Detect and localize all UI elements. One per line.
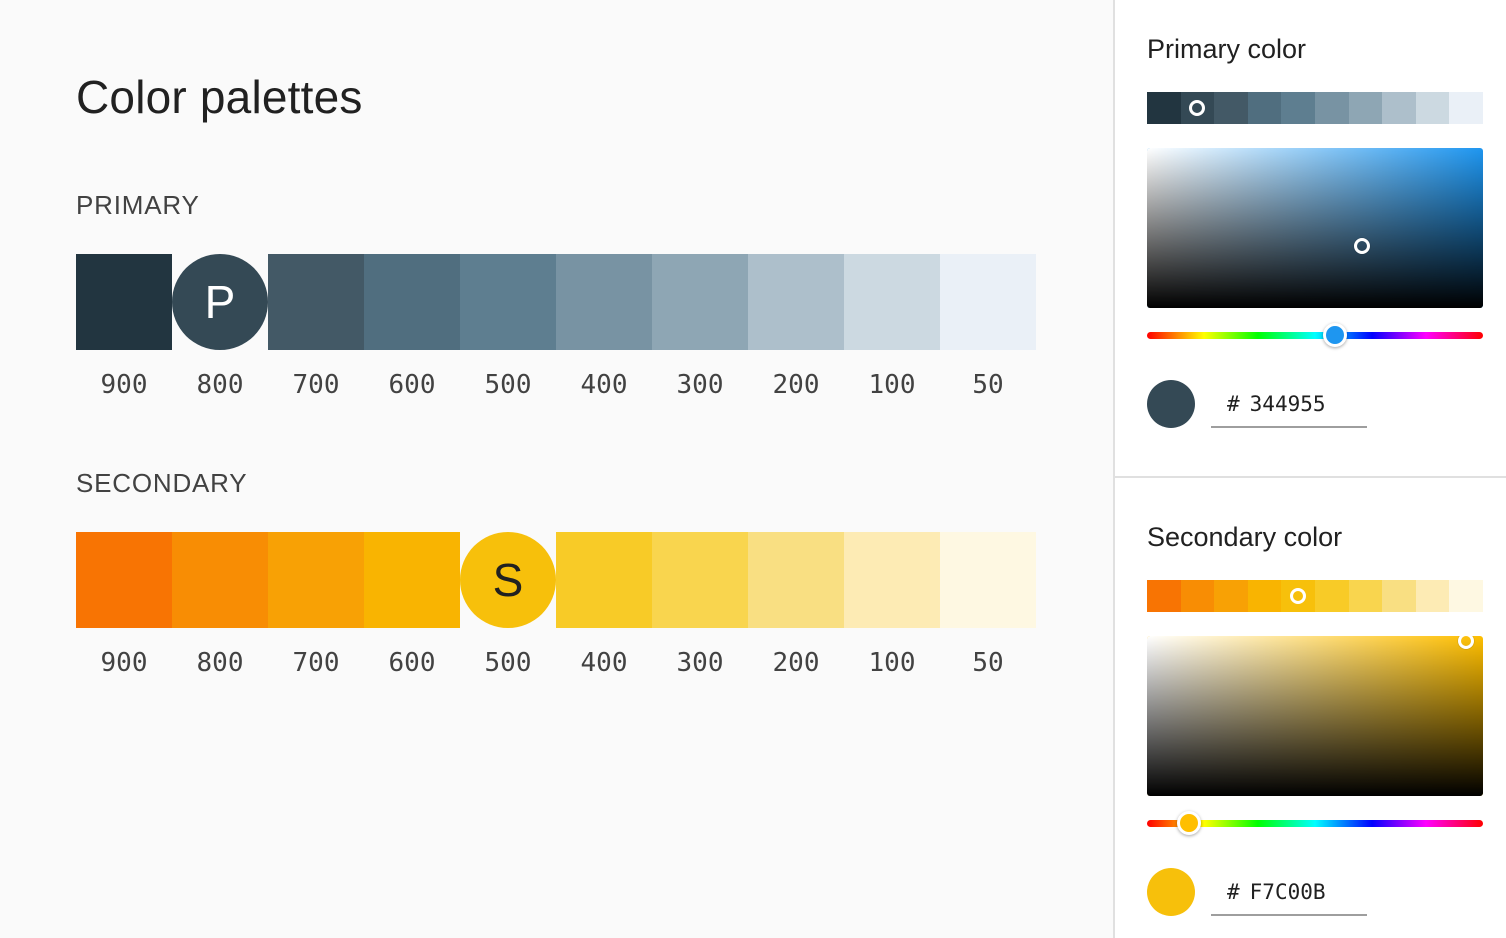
primary-swatch-300[interactable] bbox=[652, 254, 748, 350]
secondary-shade-label: 600 bbox=[388, 648, 436, 678]
primary-hex-input[interactable]: # 344955 bbox=[1211, 382, 1367, 428]
pp-mini-swatch[interactable] bbox=[1314, 92, 1349, 124]
secondary-color-title: Secondary color bbox=[1147, 522, 1343, 552]
primary-color-title: Primary color bbox=[1147, 34, 1307, 64]
secondary-swatch-800[interactable] bbox=[172, 532, 268, 628]
secondary-swatch-50[interactable] bbox=[940, 532, 1036, 628]
primary-swatch-200[interactable] bbox=[748, 254, 844, 350]
secondary-hex-input[interactable]: # F7C00B bbox=[1211, 870, 1367, 916]
secondary-shade-label: 500 bbox=[484, 648, 532, 678]
primary-shade-labels: 900 800 700 600 500 400 300 200 100 50 bbox=[76, 370, 1036, 400]
primary-swatch-50[interactable] bbox=[940, 254, 1036, 350]
secondary-hue-handle[interactable] bbox=[1177, 811, 1201, 835]
primary-swatch-700[interactable] bbox=[268, 254, 364, 350]
primary-hue-slider[interactable] bbox=[1147, 323, 1483, 347]
primary-palette: P bbox=[76, 254, 1036, 350]
primary-key-letter: P bbox=[204, 276, 236, 328]
secondary-hex-value: F7C00B bbox=[1249, 880, 1326, 904]
secondary-section-label: SECONDARY bbox=[76, 468, 248, 498]
secondary-shade-label: 300 bbox=[676, 648, 724, 678]
primary-sv-handle[interactable] bbox=[1354, 237, 1371, 254]
primary-shade-label: 500 bbox=[484, 370, 532, 400]
pp-mini-swatch[interactable] bbox=[1247, 92, 1282, 124]
sp-mini-swatch[interactable] bbox=[1247, 580, 1282, 612]
hash-symbol: # bbox=[1227, 880, 1240, 904]
secondary-swatch-200[interactable] bbox=[748, 532, 844, 628]
pp-mini-swatch[interactable] bbox=[1180, 92, 1215, 124]
secondary-swatch-500[interactable]: S bbox=[460, 532, 556, 628]
secondary-hue-slider[interactable] bbox=[1147, 811, 1483, 835]
primary-swatch-100[interactable] bbox=[844, 254, 940, 350]
sp-mini-swatch[interactable] bbox=[1314, 580, 1349, 612]
primary-shade-label: 800 bbox=[196, 370, 244, 400]
secondary-swatch-100[interactable] bbox=[844, 532, 940, 628]
sp-mini-swatch[interactable] bbox=[1214, 580, 1248, 612]
primary-swatch-600[interactable] bbox=[364, 254, 460, 350]
selected-indicator-icon bbox=[1189, 100, 1206, 116]
hash-symbol: # bbox=[1227, 392, 1240, 416]
pp-mini-swatch[interactable] bbox=[1281, 92, 1315, 124]
pp-mini-swatch[interactable] bbox=[1382, 92, 1416, 124]
primary-shade-label: 200 bbox=[772, 370, 820, 400]
secondary-key-letter: S bbox=[492, 554, 524, 606]
pp-mini-swatch[interactable] bbox=[1449, 92, 1483, 124]
secondary-mini-swatches bbox=[1147, 580, 1483, 612]
pp-mini-swatch[interactable] bbox=[1348, 92, 1383, 124]
sp-mini-swatch[interactable] bbox=[1180, 580, 1215, 612]
secondary-palette: S bbox=[76, 532, 1036, 628]
pp-mini-swatch[interactable] bbox=[1147, 92, 1181, 124]
palette-main-area: Color palettes PRIMARY P 900 800 700 600 500… bbox=[76, 71, 1036, 678]
primary-mini-swatches bbox=[1147, 92, 1483, 124]
sp-mini-swatch[interactable] bbox=[1281, 580, 1315, 612]
primary-hex-value: 344955 bbox=[1249, 392, 1326, 416]
page-title: Color palettes bbox=[76, 71, 363, 123]
primary-shade-label: 400 bbox=[580, 370, 628, 400]
primary-swatch-800[interactable]: P bbox=[172, 254, 268, 350]
selected-indicator-icon bbox=[1290, 588, 1307, 604]
primary-saturation-value-box[interactable] bbox=[1147, 148, 1483, 308]
secondary-swatch-400[interactable] bbox=[556, 532, 652, 628]
secondary-shade-labels: 900 800 700 600 500 400 300 200 100 50 bbox=[76, 648, 1036, 678]
primary-shade-label: 900 bbox=[100, 370, 148, 400]
secondary-sv-handle[interactable] bbox=[1458, 636, 1475, 649]
sp-mini-swatch[interactable] bbox=[1449, 580, 1483, 612]
primary-shade-label: 600 bbox=[388, 370, 436, 400]
primary-color-preview bbox=[1147, 380, 1195, 428]
primary-swatch-900[interactable] bbox=[76, 254, 172, 350]
primary-shade-label: 300 bbox=[676, 370, 724, 400]
secondary-shade-label: 900 bbox=[100, 648, 148, 678]
primary-shade-label: 700 bbox=[292, 370, 340, 400]
secondary-swatch-700[interactable] bbox=[268, 532, 364, 628]
sp-mini-swatch[interactable] bbox=[1382, 580, 1416, 612]
primary-shade-label: 100 bbox=[868, 370, 916, 400]
color-picker-sidebar: Primary color # 344955 Secondary color #… bbox=[1113, 0, 1506, 938]
secondary-shade-label: 800 bbox=[196, 648, 244, 678]
picker-divider bbox=[1115, 476, 1506, 478]
secondary-shade-label: 100 bbox=[868, 648, 916, 678]
primary-swatch-400[interactable] bbox=[556, 254, 652, 350]
sp-mini-swatch[interactable] bbox=[1348, 580, 1383, 612]
sp-mini-swatch[interactable] bbox=[1415, 580, 1450, 612]
pp-mini-swatch[interactable] bbox=[1214, 92, 1248, 124]
primary-swatch-500[interactable] bbox=[460, 254, 556, 350]
secondary-saturation-value-box[interactable] bbox=[1147, 636, 1483, 796]
primary-section-label: PRIMARY bbox=[76, 190, 200, 220]
primary-hue-handle[interactable] bbox=[1323, 323, 1348, 347]
secondary-swatch-300[interactable] bbox=[652, 532, 748, 628]
secondary-color-preview bbox=[1147, 868, 1195, 916]
secondary-swatch-900[interactable] bbox=[76, 532, 172, 628]
secondary-shade-label: 700 bbox=[292, 648, 340, 678]
secondary-shade-label: 200 bbox=[772, 648, 820, 678]
sp-mini-swatch[interactable] bbox=[1147, 580, 1181, 612]
secondary-shade-label: 50 bbox=[972, 648, 1004, 678]
pp-mini-swatch[interactable] bbox=[1415, 92, 1450, 124]
secondary-swatch-600[interactable] bbox=[364, 532, 460, 628]
primary-shade-label: 50 bbox=[972, 370, 1004, 400]
secondary-shade-label: 400 bbox=[580, 648, 628, 678]
